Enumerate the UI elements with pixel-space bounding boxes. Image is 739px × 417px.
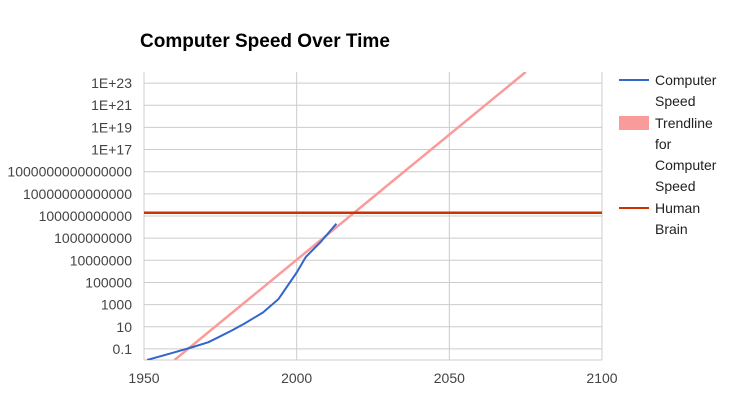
y-tick-label: 100000 xyxy=(85,274,132,290)
grid xyxy=(143,72,603,361)
legend-label: Brain xyxy=(655,221,688,237)
y-tick-label: 1E+19 xyxy=(91,119,132,135)
x-tick-label: 2000 xyxy=(281,370,312,386)
computer-speed-line xyxy=(146,223,338,360)
legend-swatch xyxy=(619,116,649,130)
x-tick-label: 2050 xyxy=(434,370,465,386)
y-tick-label: 0.1 xyxy=(113,341,133,357)
legend-label: Computer xyxy=(655,72,717,88)
y-tick-label: 10000000000000 xyxy=(23,186,132,202)
x-tick-label: 2100 xyxy=(586,370,617,386)
y-tick-label: 1000 xyxy=(101,297,132,313)
legend-label: Human xyxy=(655,200,700,216)
y-tick-label: 1000000000000000 xyxy=(7,164,132,180)
chart-title: Computer Speed Over Time xyxy=(140,31,390,52)
plot-area xyxy=(144,72,602,360)
y-tick-label: 10000000 xyxy=(70,252,133,268)
legend: Computer Speed Trendline for Computer Speed Hu… xyxy=(619,72,717,237)
legend-label: Speed xyxy=(655,178,695,194)
x-axis: 1950 2000 2050 2100 xyxy=(128,370,617,386)
y-tick-label: 1E+21 xyxy=(91,97,132,113)
y-tick-label: 1000000000 xyxy=(54,230,132,246)
trendline-line xyxy=(173,72,527,360)
y-tick-label: 100000000000 xyxy=(39,208,133,224)
y-tick-label: 1E+17 xyxy=(91,142,132,158)
y-axis: 0.1 10 1000 100000 10000000 1000000000 1000000… xyxy=(7,75,132,357)
y-tick-label: 10 xyxy=(116,319,132,335)
legend-label: for xyxy=(655,136,672,152)
legend-label: Trendline xyxy=(655,115,713,131)
y-tick-label: 1E+23 xyxy=(91,75,132,91)
x-tick-label: 1950 xyxy=(128,370,159,386)
legend-label: Speed xyxy=(655,93,695,109)
legend-label: Computer xyxy=(655,157,717,173)
